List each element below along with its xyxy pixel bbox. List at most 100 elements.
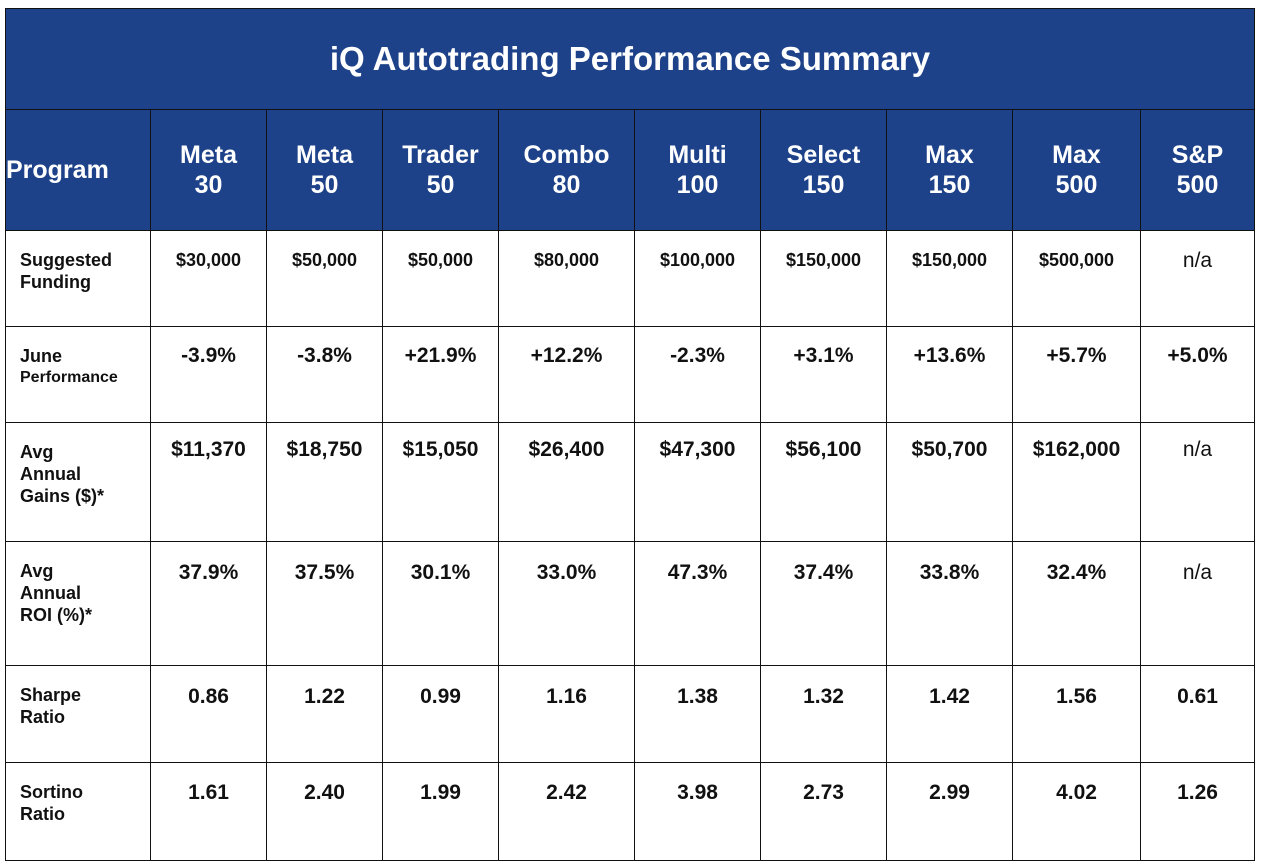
table-cell: 4.02 <box>1012 762 1141 861</box>
table-cell: $26,400 <box>498 422 635 542</box>
column-header-line: 150 <box>928 171 971 199</box>
table-cell: +13.6% <box>886 326 1013 423</box>
table-cell: 1.26 <box>1140 762 1255 861</box>
column-header-line: Multi <box>668 141 727 169</box>
table-cell: 47.3% <box>634 541 761 666</box>
row-label-line: June <box>20 346 63 366</box>
table-cell: 2.73 <box>760 762 887 861</box>
table-cell: $15,050 <box>382 422 499 542</box>
table-cell: 1.61 <box>150 762 267 861</box>
table-cell: $150,000 <box>760 230 887 327</box>
table-row-roi: Avg Annual ROI (%)* 37.9% 37.5% 30.1% 33.0% 47.… <box>5 541 1255 666</box>
row-label-line: ROI (%)* <box>20 605 92 625</box>
table-cell: $50,000 <box>382 230 499 327</box>
table-cell: $11,370 <box>150 422 267 542</box>
table-cell: +5.7% <box>1012 326 1141 423</box>
table-cell: n/a <box>1140 541 1255 666</box>
table-cell: 0.61 <box>1140 665 1255 763</box>
column-header-line: Select <box>786 141 861 169</box>
performance-table: iQ Autotrading Performance Summary Progr… <box>5 8 1255 861</box>
column-header-line: Combo <box>523 141 610 169</box>
table-cell: +21.9% <box>382 326 499 423</box>
column-header-multi-100: Multi 100 <box>634 109 761 231</box>
column-header-line: 50 <box>426 171 455 199</box>
row-label-line: Suggested <box>20 250 113 270</box>
table-cell: 33.0% <box>498 541 635 666</box>
row-label-line: Annual <box>20 464 81 484</box>
title-row: iQ Autotrading Performance Summary <box>5 8 1255 110</box>
table-cell: +3.1% <box>760 326 887 423</box>
row-label-line: Avg <box>20 561 54 581</box>
column-header-line: 500 <box>1055 171 1098 199</box>
table-cell: 2.99 <box>886 762 1013 861</box>
table-cell: -3.8% <box>266 326 383 423</box>
row-label-line: Sharpe <box>20 685 82 705</box>
table-cell: 0.99 <box>382 665 499 763</box>
table-row-sortino: Sortino Ratio 1.61 2.40 1.99 2.42 3.98 2.73 2.99… <box>5 762 1255 861</box>
row-label-line: Ratio <box>20 707 65 727</box>
row-label-line: Annual <box>20 583 81 603</box>
row-label: Avg Annual ROI (%)* <box>5 541 151 666</box>
column-header-line: 100 <box>676 171 719 199</box>
table-cell: +5.0% <box>1140 326 1255 423</box>
table-cell: $500,000 <box>1012 230 1141 327</box>
table-cell: $162,000 <box>1012 422 1141 542</box>
row-label-line: Avg <box>20 442 54 462</box>
table-cell: 37.4% <box>760 541 887 666</box>
row-label: Avg Annual Gains ($)* <box>5 422 151 542</box>
column-header-line: 80 <box>552 171 581 199</box>
table-cell: $47,300 <box>634 422 761 542</box>
column-header-line: 500 <box>1176 171 1219 199</box>
column-header-line: Meta <box>296 141 353 169</box>
table-cell: 37.5% <box>266 541 383 666</box>
table-cell: 33.8% <box>886 541 1013 666</box>
table-cell: 1.99 <box>382 762 499 861</box>
table-cell: n/a <box>1140 422 1255 542</box>
column-header-line: 150 <box>802 171 845 199</box>
row-label: June Performance <box>5 326 151 423</box>
column-header-combo-80: Combo 80 <box>498 109 635 231</box>
table-cell: $56,100 <box>760 422 887 542</box>
column-header-line: Trader <box>402 141 479 169</box>
row-label: Sortino Ratio <box>5 762 151 861</box>
row-label-line: Performance <box>20 369 118 386</box>
table-cell: 2.40 <box>266 762 383 861</box>
column-header-max-500: Max 500 <box>1012 109 1141 231</box>
row-label-line: Sortino <box>20 782 83 802</box>
table-cell: -3.9% <box>150 326 267 423</box>
table-cell: 1.16 <box>498 665 635 763</box>
table-cell: 3.98 <box>634 762 761 861</box>
column-header-meta-50: Meta 50 <box>266 109 383 231</box>
table-cell: $150,000 <box>886 230 1013 327</box>
table-cell: 1.38 <box>634 665 761 763</box>
table-cell: -2.3% <box>634 326 761 423</box>
column-header-line: S&P <box>1171 141 1224 169</box>
column-header-line: 50 <box>310 171 339 199</box>
table-cell: $100,000 <box>634 230 761 327</box>
column-header-s-p-500: S&P 500 <box>1140 109 1255 231</box>
row-label-line: Gains ($)* <box>20 486 105 506</box>
column-header-line: 30 <box>194 171 223 199</box>
table-cell: 1.56 <box>1012 665 1141 763</box>
table-cell: $50,700 <box>886 422 1013 542</box>
column-header-trader-50: Trader 50 <box>382 109 499 231</box>
table-cell: 32.4% <box>1012 541 1141 666</box>
table-cell: 1.42 <box>886 665 1013 763</box>
row-label: Sharpe Ratio <box>5 665 151 763</box>
table-cell: +12.2% <box>498 326 635 423</box>
column-header-line: Max <box>1052 141 1101 169</box>
table-cell: 30.1% <box>382 541 499 666</box>
table-cell: 37.9% <box>150 541 267 666</box>
table-cell: $30,000 <box>150 230 267 327</box>
table-row-june: June Performance -3.9% -3.8% +21.9% +12.2% -2.… <box>5 326 1255 423</box>
table-cell: 1.22 <box>266 665 383 763</box>
column-header-line: Max <box>925 141 974 169</box>
table-cell: $18,750 <box>266 422 383 542</box>
table-cell: 1.32 <box>760 665 887 763</box>
table-cell: 2.42 <box>498 762 635 861</box>
table-cell: $80,000 <box>498 230 635 327</box>
column-header-select-150: Select 150 <box>760 109 887 231</box>
table-title: iQ Autotrading Performance Summary <box>5 8 1255 110</box>
table-row-sharpe: Sharpe Ratio 0.86 1.22 0.99 1.16 1.38 1.32 1.42 1… <box>5 665 1255 763</box>
column-header-max-150: Max 150 <box>886 109 1013 231</box>
